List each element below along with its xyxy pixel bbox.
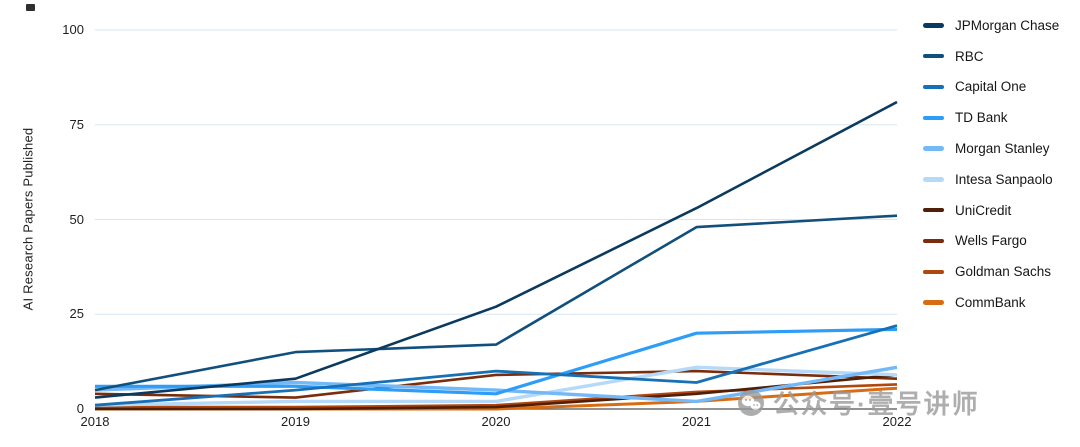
y-tick-label-0: 0	[76, 401, 84, 416]
legend-label: Wells Fargo	[955, 233, 1027, 249]
legend-label: RBC	[955, 48, 984, 64]
legend-label: CommBank	[955, 295, 1026, 311]
legend-item-commbank: CommBank	[923, 287, 1059, 318]
legend-item-jpmorgan-chase: JPMorgan Chase	[923, 10, 1059, 41]
legend: JPMorgan Chase RBC Capital One TD Bank Morga…	[923, 10, 1059, 318]
wechat-logo-icon	[738, 389, 764, 416]
legend-item-intesa-sanpaolo: Intesa Sanpaolo	[923, 164, 1059, 195]
x-tick-label-2020: 2020	[481, 414, 511, 429]
series-line-intesa-sanpaolo[interactable]	[94, 365, 898, 407]
legend-label: TD Bank	[955, 110, 1008, 126]
legend-swatch	[923, 53, 944, 59]
series-line-unicredit[interactable]	[95, 373, 898, 411]
legend-label: Capital One	[955, 79, 1027, 95]
watermark-text: 公众号·壹号讲师	[773, 389, 980, 419]
x-tick-label-2022: 2022	[882, 414, 912, 429]
x-tick-label-2021: 2021	[682, 414, 711, 429]
legend-swatch	[923, 269, 944, 275]
x-tick-label-2019: 2019	[281, 414, 310, 429]
legend-swatch	[923, 177, 944, 182]
y-tick-label-50: 50	[69, 211, 84, 227]
legend-swatch	[923, 146, 944, 151]
series-line-rbc[interactable]	[94, 214, 898, 392]
watermark: 公众号·壹号讲师	[737, 384, 980, 421]
legend-swatch	[923, 238, 944, 244]
legend-item-capital-one: Capital One	[923, 72, 1059, 103]
legend-label: Intesa Sanpaolo	[955, 171, 1053, 187]
legend-swatch	[923, 115, 944, 121]
series-line-jpmorgan-chase[interactable]	[94, 100, 898, 399]
legend-item-td-bank: TD Bank	[923, 102, 1059, 133]
legend-item-goldman-sachs: Goldman Sachs	[923, 256, 1059, 287]
legend-label: Morgan Stanley	[955, 141, 1050, 157]
legend-item-wells-fargo: Wells Fargo	[923, 226, 1059, 257]
legend-item-rbc: RBC	[923, 41, 1059, 72]
legend-swatch	[923, 207, 944, 213]
legend-item-morgan-stanley: Morgan Stanley	[923, 133, 1059, 164]
legend-swatch	[923, 300, 944, 305]
y-axis-title: AI Research Papers Published	[20, 127, 36, 311]
series-line-capital-one[interactable]	[94, 324, 898, 407]
legend-item-unicredit: UniCredit	[923, 195, 1059, 226]
legend-label: UniCredit	[955, 202, 1012, 218]
legend-swatch	[923, 23, 944, 28]
x-tick-label-2018: 2018	[80, 414, 110, 429]
legend-label: Goldman Sachs	[955, 264, 1052, 280]
y-tick-label-75: 75	[69, 116, 84, 132]
legend-swatch	[923, 84, 944, 90]
y-tick-label-25: 25	[69, 306, 84, 322]
corner-mark	[26, 4, 35, 11]
legend-label: JPMorgan Chase	[955, 17, 1060, 33]
y-tick-label-100: 100	[62, 22, 84, 37]
